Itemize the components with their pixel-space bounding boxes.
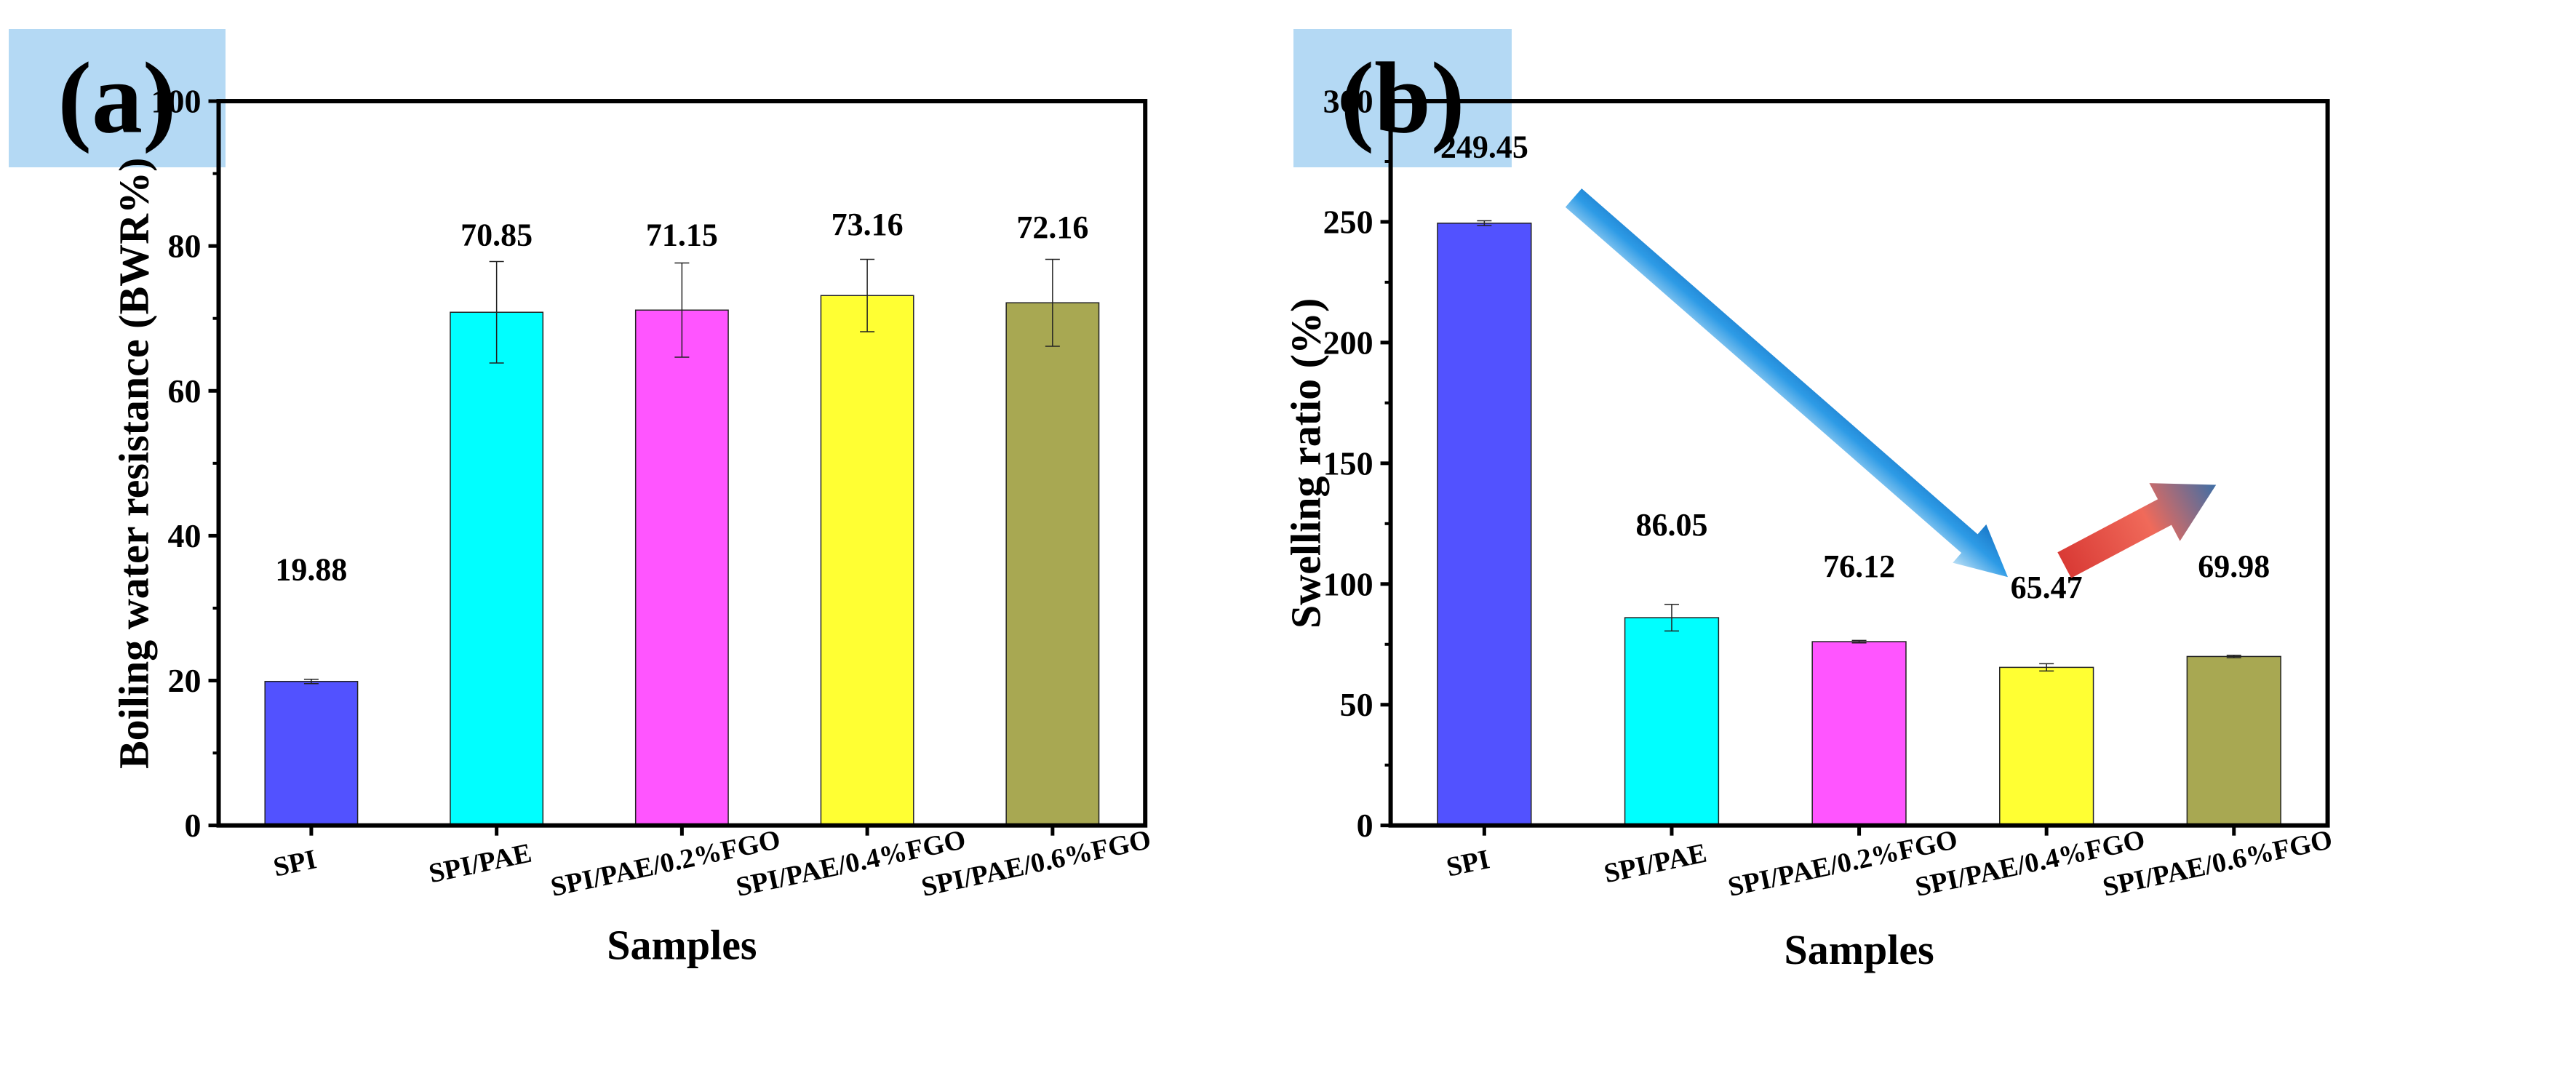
bar-spi-pae-0-2-fgo [1811, 641, 1907, 826]
error-bar-3 [860, 258, 875, 332]
data-label: 86.05 [1635, 507, 1707, 543]
x-tick-label: SPI [271, 844, 319, 882]
decrease-arrow [1565, 188, 2009, 578]
y-tick-label: 50 [1340, 686, 1373, 723]
bar-spi-pae-0-4-fgo [820, 295, 914, 826]
error-bar-3 [2039, 663, 2054, 672]
increase-arrow-shape [2057, 483, 2217, 578]
y-axis-title: Swelling ratio (%) [1283, 298, 1330, 629]
y-tick-label: 100 [1323, 565, 1373, 602]
decrease-arrow-shape [1565, 188, 2009, 578]
bar-spi-pae-0-2-fgo [634, 309, 729, 826]
panel-b: (b) 249.4586.0576.1265.4769.980501001502… [1283, 29, 2335, 973]
y-axis-title: Boiling water resistance (BWR%) [111, 158, 158, 769]
y-tick-label: 100 [151, 83, 202, 120]
x-tick-label: SPI [1444, 844, 1493, 882]
data-label: 70.85 [460, 217, 533, 252]
y-tick-label: 80 [168, 228, 202, 265]
bar-spi [1437, 223, 1532, 826]
bar-spi-pae-0-6-fgo [2186, 655, 2281, 826]
x-axis-title: Samples [607, 922, 757, 969]
x-tick-label: SPI/PAE [426, 838, 534, 890]
error-bar-0 [303, 679, 319, 685]
bar-spi-pae-0-6-fgo [1005, 302, 1100, 826]
y-tick-label: 300 [1323, 83, 1373, 120]
bar-spi-pae [450, 311, 544, 826]
y-tick-label: 60 [168, 372, 202, 410]
error-bar-2 [674, 262, 690, 358]
error-bar-2 [1851, 639, 1867, 644]
error-bar-1 [489, 260, 504, 364]
data-label: 249.45 [1440, 129, 1528, 165]
error-bar-0 [1477, 220, 1492, 226]
data-label: 73.16 [832, 207, 904, 242]
plot-area-a: 19.88 70.85 71.15 73.16 72.16 0 20 40 60 80 100 SPI… [111, 83, 1154, 969]
panel-a: (a) 19.88 70.85 71.15 73.16 72.16 0 20 40 60 80 10… [9, 29, 1154, 969]
data-label: 72.16 [1016, 210, 1088, 245]
bar-spi-pae-0-4-fgo [1999, 666, 2094, 826]
error-bar-4 [1045, 258, 1060, 347]
error-bar-1 [1664, 604, 1679, 632]
x-tick-label: SPI/PAE [1601, 838, 1709, 890]
bar-spi [264, 680, 359, 826]
data-label: 76.12 [1823, 549, 1895, 584]
y-tick-label: 20 [168, 662, 202, 699]
bar-spi-pae [1624, 617, 1720, 826]
data-label: 71.15 [646, 217, 718, 252]
y-tick-label: 40 [168, 517, 202, 554]
y-tick-label: 0 [1357, 807, 1373, 844]
panel-a-label: (a) [57, 42, 176, 155]
y-tick-label: 150 [1323, 444, 1373, 482]
y-tick-label: 0 [185, 807, 202, 844]
error-bar-4 [2226, 655, 2241, 658]
panel-b-label-box [1293, 29, 1512, 167]
y-tick-label: 250 [1323, 203, 1373, 240]
data-label: 19.88 [275, 551, 347, 587]
plot-area-b: 249.4586.0576.1265.4769.9805010015020025… [1283, 83, 2335, 973]
data-label: 69.98 [2198, 549, 2270, 584]
x-axis-title: Samples [1784, 926, 1934, 973]
increase-arrow [2057, 483, 2217, 578]
y-tick-label: 200 [1323, 324, 1373, 361]
panel-a-label-box [9, 29, 226, 167]
panel-b-label: (b) [1340, 42, 1464, 155]
